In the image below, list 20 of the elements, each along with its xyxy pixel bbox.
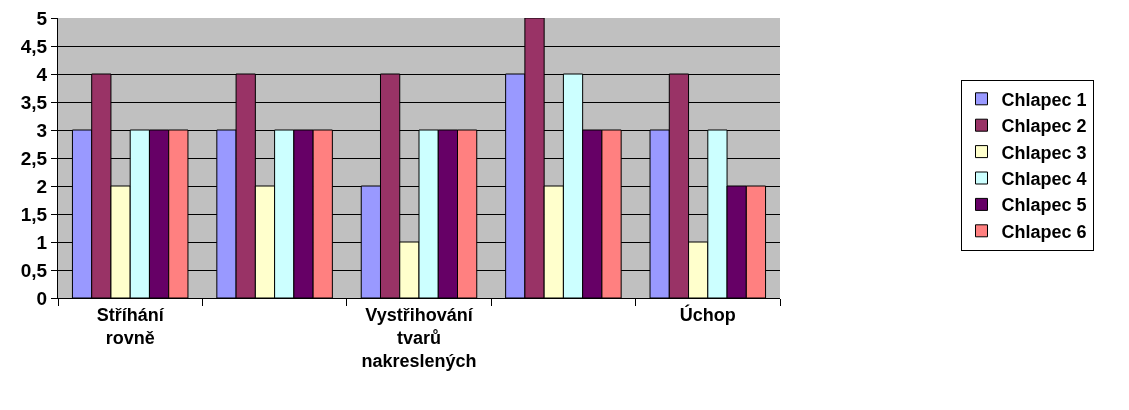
y-tick-label: 2: [36, 175, 48, 197]
legend-label: Chlapec 2: [1001, 116, 1087, 137]
y-tick-label: 2,5: [20, 147, 48, 169]
legend-label: Chlapec 5: [1001, 195, 1087, 216]
y-tick-label: 4: [36, 63, 48, 85]
legend-label: Chlapec 6: [1001, 221, 1087, 242]
y-tick-label: 5: [36, 7, 48, 29]
y-tick-label: 1,5: [20, 203, 48, 225]
x-tick-label: Vystřihování tvarů nakreslených: [361, 304, 477, 372]
y-tick-label: 0: [36, 287, 48, 309]
y-tick-label: 1: [36, 231, 48, 253]
y-tick-label: 3,5: [20, 91, 48, 113]
y-tick-label: 4,5: [20, 35, 48, 57]
y-tick-label: 3: [36, 119, 48, 141]
x-tick-label: Úchop: [679, 303, 736, 325]
x-tick-label: Stříhání rovně: [96, 304, 165, 348]
legend-label: Chlapec 1: [1001, 89, 1087, 110]
legend-label: Chlapec 3: [1001, 142, 1087, 163]
legend-label: Chlapec 4: [1001, 169, 1087, 190]
y-tick-label: 0,5: [20, 259, 48, 281]
